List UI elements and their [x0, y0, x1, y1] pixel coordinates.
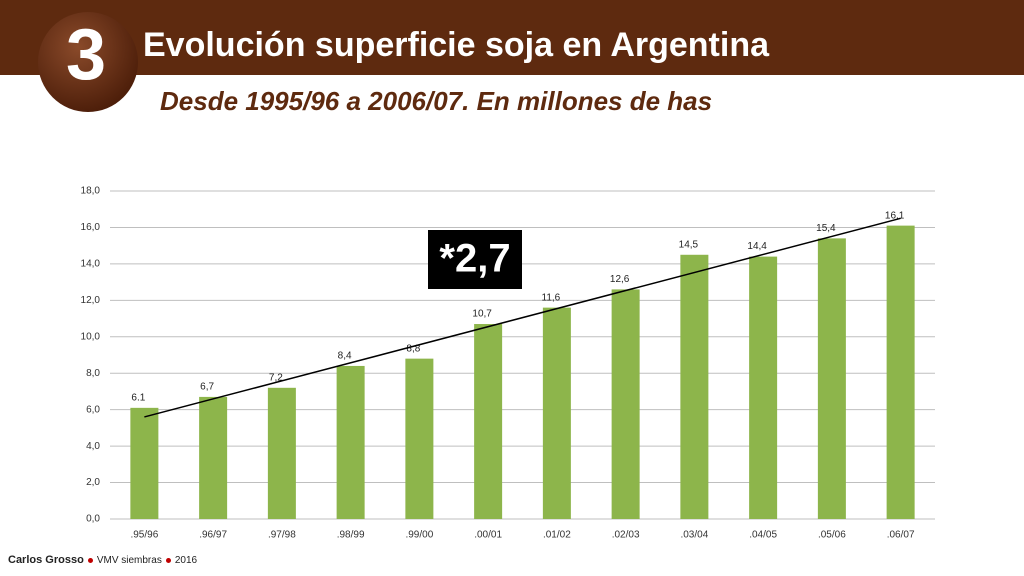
x-tick-label: .98/99 [337, 530, 365, 541]
y-tick-label: 2,0 [86, 477, 100, 488]
y-tick-label: 0,0 [86, 514, 100, 525]
bar [817, 238, 846, 519]
bar [680, 254, 709, 519]
y-tick-label: 8,0 [86, 368, 100, 379]
y-tick-label: 10,0 [81, 331, 101, 342]
value-label: 12,6 [610, 274, 630, 285]
value-label: 14,4 [747, 241, 767, 252]
y-tick-label: 18,0 [81, 186, 101, 197]
bar [749, 256, 778, 519]
subtitle: Desde 1995/96 a 2006/07. En millones de … [160, 86, 712, 116]
bar [474, 324, 503, 519]
x-tick-label: .96/97 [199, 530, 227, 541]
bar [199, 396, 228, 519]
y-tick-label: 4,0 [86, 441, 100, 452]
x-tick-label: .03/04 [680, 530, 708, 541]
bar [886, 225, 915, 519]
x-tick-label: .99/00 [405, 530, 433, 541]
annotation-box [428, 230, 522, 289]
bar [130, 407, 159, 519]
x-tick-label: .01/02 [543, 530, 571, 541]
source: VMV siembras [96, 554, 162, 566]
y-tick-label: 6,0 [86, 404, 100, 415]
author: Carlos Grosso [8, 554, 84, 566]
value-label: 7,2 [269, 372, 283, 383]
bullet [165, 557, 171, 563]
value-label: 10,7 [472, 309, 492, 320]
annotation: *2,7 [439, 237, 510, 281]
x-tick-label: .95/96 [130, 530, 158, 541]
badge-number: 3 [66, 15, 106, 95]
year: 2016 [174, 554, 198, 566]
bar [405, 358, 434, 519]
x-tick-label: .06/07 [887, 530, 915, 541]
x-tick-label: .02/03 [612, 530, 640, 541]
x-tick-label: .97/98 [268, 530, 296, 541]
y-tick-label: 14,0 [81, 259, 101, 270]
header-band [0, 0, 1024, 75]
bar [611, 289, 640, 519]
x-tick-label: .05/06 [818, 530, 846, 541]
x-tick-label: .04/05 [749, 530, 777, 541]
value-label: 8,4 [338, 351, 352, 362]
value-label: 16.1 [885, 210, 905, 221]
value-label: 6,7 [200, 382, 214, 393]
footer: Carlos Grosso VMV siembras 2016 [8, 554, 197, 566]
y-tick-label: 12,0 [81, 295, 101, 306]
badge-circle [38, 12, 138, 112]
title: Evolución superficie soja en Argentina [143, 26, 770, 64]
bullet [87, 557, 93, 563]
bar [336, 365, 365, 519]
value-label: 15,4 [816, 223, 836, 234]
x-tick-label: .00/01 [474, 530, 502, 541]
bar [267, 387, 296, 519]
y-tick-label: 16,0 [81, 222, 101, 233]
value-label: 6.1 [131, 392, 145, 403]
trend-line [144, 217, 901, 418]
value-label: 8,8 [406, 343, 420, 354]
value-label: 14,5 [679, 239, 699, 250]
bar [542, 307, 571, 519]
value-label: 11,6 [542, 292, 561, 303]
